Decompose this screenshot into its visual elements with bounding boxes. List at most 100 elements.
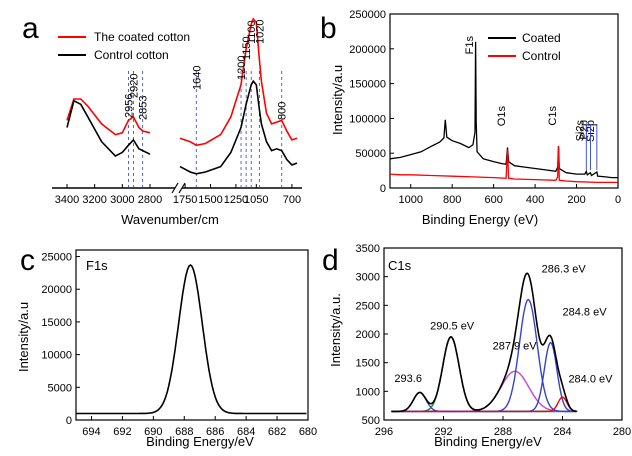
panel-a-xtick-label: 3200 (82, 194, 106, 206)
panel-a-xtick-label: 1050 (244, 194, 268, 206)
panel-b: b 1000 800 600 400 200 0 0 50000 100000 150000 200… (320, 9, 621, 227)
series-control (389, 146, 618, 184)
panel-d-xtick-label: 284 (553, 426, 571, 438)
panel-d-component-3 (391, 298, 577, 413)
panel-d-ytick-label: 2000 (356, 329, 380, 341)
legend-label-control-cotton: Control cotton (94, 48, 169, 62)
panel-c-xtick-label: 692 (113, 426, 131, 438)
series-the-coated-cotton-right (179, 17, 298, 147)
panel-a-xlabel: Wavenumber/cm (121, 212, 219, 227)
panel-d-xtick-label: 296 (375, 426, 393, 438)
panel-d-letter: d (322, 244, 339, 277)
panel-a-xtick-label: 1500 (198, 194, 222, 206)
panel-c-ytick-label: 15000 (41, 317, 72, 329)
panel-c-xtick-label: 690 (144, 426, 162, 438)
panel-d-peak-label: 284.8 eV (563, 307, 608, 319)
panel-b-peak-label: C1s (547, 106, 559, 126)
series-c1s-envelope (391, 272, 577, 413)
panel-c-frame (75, 249, 309, 421)
panel-c-letter: c (20, 244, 35, 277)
panel-d-ytick-label: 2500 (356, 300, 380, 312)
panel-b-plot: 1000 800 600 400 200 0 0 50000 100000 150000 20000… (349, 9, 621, 206)
panel-c-ytick-label: 25000 (41, 252, 72, 264)
panel-b-peak-label: P2p (578, 120, 590, 140)
panel-d-ylabel: Intensity/a.u. (328, 293, 343, 367)
panel-a-peak-label: 2920 (128, 74, 140, 98)
panel-b-ytick-label: 50000 (355, 148, 386, 160)
panel-d-peak-label: 293.6 (394, 373, 422, 385)
panel-a-peak-label: 1640 (191, 66, 203, 90)
panel-d-component-5 (391, 396, 577, 413)
panel-d-peak-label: 286.3 eV (542, 264, 587, 276)
panel-d-title: C1s (388, 258, 412, 273)
panel-b-frame (389, 13, 619, 189)
panel-c-ytick-label: 20000 (41, 284, 72, 296)
panel-b-letter: b (320, 12, 337, 45)
panel-d-ytick-label: 3000 (356, 272, 380, 284)
panel-b-xtick-label: 600 (484, 194, 502, 206)
panel-c-title: F1s (86, 258, 108, 273)
panel-c-ytick-label: 0 (66, 415, 72, 427)
legend-label-control: Control (522, 49, 561, 63)
series-the-coated-cotton-left (66, 98, 151, 136)
series-control-cotton-right (179, 79, 298, 175)
series-f1s (76, 263, 307, 415)
panel-d-frame (383, 247, 623, 421)
panel-d-ytick-label: 500 (362, 415, 380, 427)
panel-b-peak-label: Si2s (574, 120, 586, 142)
panel-a-peak-label: 1200 (236, 56, 248, 80)
panel-b-legend: Coated Control (488, 31, 561, 63)
panel-b-xtick-label: 200 (567, 194, 585, 206)
panel-c-plot: 694 692 690 688 686 684 682 680 0 5000 10000 15000 2… (41, 249, 317, 438)
legend-label-coated-cotton: The coated cotton (94, 30, 190, 44)
panel-a-xtick-label: 2800 (138, 194, 162, 206)
panel-b-peak-label: O1s (496, 106, 508, 127)
panel-d-plot: 296 292 288 284 280 500 1000 1500 2000 2500 3000 35… (356, 243, 632, 438)
panel-a-xtick-label: 1250 (224, 194, 248, 206)
panel-d-xtick-label: 280 (613, 426, 631, 438)
panel-a-peak-label: 2956 (123, 94, 135, 118)
panel-d: d 296 292 288 284 280 500 1000 1500 2000 2500 3000… (322, 243, 631, 449)
panel-b-xtick-label: 0 (615, 194, 621, 206)
panel-a-peak-label: 2853 (138, 96, 150, 120)
panel-d-ytick-label: 1500 (356, 358, 380, 370)
panel-b-xtick-label: 800 (443, 194, 461, 206)
panel-d-xlabel: Binding Energy/eV (434, 434, 542, 449)
panel-b-xtick-label: 400 (526, 194, 544, 206)
panel-b-ylabel: Intensity/a.u (330, 65, 345, 135)
panel-c-ytick-label: 5000 (48, 382, 72, 394)
panel-c-ylabel: Intensity/a.u (16, 302, 31, 372)
panel-d-peak-label: 284.0 eV (568, 374, 613, 386)
panel-b-ytick-label: 200000 (349, 44, 386, 56)
panel-d-xtick-label: 292 (434, 426, 452, 438)
panel-a-xtick-label: 3400 (55, 194, 79, 206)
panel-c-xtick-label: 680 (299, 426, 317, 438)
panel-a-axis-break-1 (171, 182, 179, 194)
panel-c-ytick-label: 10000 (41, 350, 72, 362)
series-coated (389, 41, 618, 179)
panel-a-letter: a (22, 12, 39, 45)
panel-a-peak-label: 1100 (246, 20, 258, 44)
panel-a-xtick-label: 3000 (110, 194, 134, 206)
panel-b-xtick-label: 1000 (398, 194, 422, 206)
panel-b-xlabel: Binding Energy (eV) (422, 212, 538, 227)
series-control-cotton-left (66, 99, 151, 157)
panel-a-legend: The coated cotton Control cotton (58, 30, 190, 62)
panel-a-axis-break-2 (178, 182, 186, 194)
panel-a-peak-label: 1020 (254, 20, 266, 44)
panel-c-xlabel: Binding Energy/eV (146, 434, 254, 449)
panel-a-peak-label: 1150 (241, 36, 253, 60)
panel-d-ytick-label: 3500 (356, 243, 380, 255)
legend-label-coated: Coated (522, 31, 561, 45)
panel-d-peak-label: 287.9 eV (493, 340, 538, 352)
panel-b-ytick-label: 250000 (349, 9, 386, 21)
panel-b-ytick-label: 150000 (349, 79, 386, 91)
panel-c-xtick-label: 694 (82, 426, 100, 438)
panel-c-xtick-label: 684 (237, 426, 255, 438)
panel-c-xtick-label: 688 (175, 426, 193, 438)
panel-b-ytick-label: 100000 (349, 113, 386, 125)
panel-c: c 694 692 690 688 686 684 682 680 0 5000 10000 1500… (16, 244, 317, 449)
